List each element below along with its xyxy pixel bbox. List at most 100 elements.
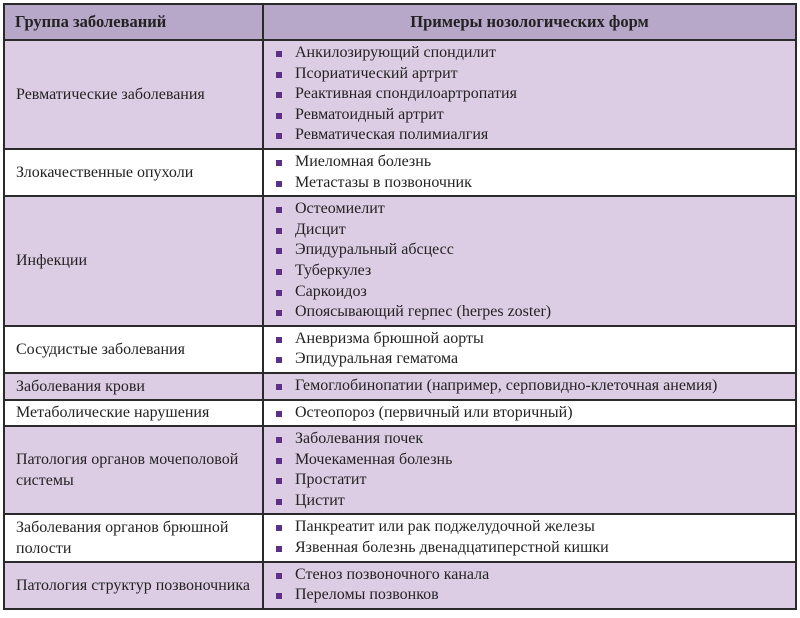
list-item: Реактивная спондилоартропатия bbox=[274, 84, 785, 105]
group-cell: Патология структур позвоночника bbox=[3, 560, 264, 610]
group-cell: Инфекции bbox=[3, 195, 264, 327]
table-row: Злокачественные опухоли Миеломная болезнь… bbox=[3, 147, 797, 198]
list-item: Переломы позвонков bbox=[274, 585, 785, 606]
square-bullet-icon bbox=[276, 180, 282, 187]
examples-list: Миеломная болезнь Метастазы в позвоночник bbox=[274, 150, 785, 195]
list-item: Саркоидоз bbox=[274, 282, 785, 303]
examples-cell: Гемоглобинопатии (например, серповидно-к… bbox=[262, 371, 797, 401]
table-row: Патология структур позвоночника Стеноз по… bbox=[3, 560, 797, 610]
group-cell: Патология органов мочеполовой системы bbox=[3, 425, 264, 516]
list-item: Ревматоидный артрит bbox=[274, 105, 785, 126]
square-bullet-icon bbox=[276, 227, 282, 234]
square-bullet-icon bbox=[276, 112, 282, 119]
table-row: Заболевания органов брюшной полости Панкр… bbox=[3, 513, 797, 563]
examples-list: Анкилозирующий спондилит Псориатический а… bbox=[274, 41, 785, 148]
table-row: Заболевания крови Гемоглобинопатии (напри… bbox=[3, 371, 797, 401]
table-row: Метаболические нарушения Остеопороз (перв… bbox=[3, 398, 797, 428]
examples-list: Аневризма брюшной аорты Эпидуральная гема… bbox=[274, 327, 785, 372]
list-item-text: Переломы позвонков bbox=[295, 586, 439, 604]
examples-cell: Остеомиелит Дисцит Эпидуральный абсцесс Туб… bbox=[262, 195, 797, 327]
list-item-text: Опоясывающий герпес (herpes zoster) bbox=[295, 303, 552, 321]
list-item: Стеноз позвоночного канала bbox=[274, 565, 785, 586]
list-item-text: Дисцит bbox=[295, 220, 346, 238]
square-bullet-icon bbox=[276, 437, 282, 444]
list-item: Цистит bbox=[274, 491, 785, 512]
list-item: Метастазы в позвоночник bbox=[274, 173, 785, 194]
square-bullet-icon bbox=[276, 572, 282, 579]
square-bullet-icon bbox=[276, 289, 282, 296]
square-bullet-icon bbox=[276, 336, 282, 343]
square-bullet-icon bbox=[276, 478, 282, 485]
list-item: Аневризма брюшной аорты bbox=[274, 329, 785, 350]
square-bullet-icon bbox=[276, 357, 282, 364]
list-item: Анкилозирующий спондилит bbox=[274, 43, 785, 64]
list-item-text: Остеопороз (первичный или вторичный) bbox=[295, 403, 573, 421]
examples-cell: Панкреатит или рак поджелудочной железы Я… bbox=[262, 513, 797, 563]
group-cell: Сосудистые заболевания bbox=[3, 324, 264, 374]
table-row: Ревматические заболевания Анкилозирующий … bbox=[3, 39, 797, 150]
list-item: Эпидуральная гематома bbox=[274, 349, 785, 370]
list-item: Ревматическая полимиалгия bbox=[274, 125, 785, 146]
square-bullet-icon bbox=[276, 457, 282, 464]
list-item: Мочекаменная болезнь bbox=[274, 450, 785, 471]
list-item: Остеомиелит bbox=[274, 199, 785, 220]
examples-list: Стеноз позвоночного канала Переломы позво… bbox=[274, 563, 785, 608]
list-item-text: Гемоглобинопатии (например, серповидно-к… bbox=[295, 376, 718, 394]
header-group: Группа заболеваний bbox=[3, 3, 264, 41]
list-item-text: Метастазы в позвоночник bbox=[295, 173, 472, 191]
list-item-text: Простатит bbox=[295, 471, 367, 489]
examples-cell: Анкилозирующий спондилит Псориатический а… bbox=[262, 39, 797, 150]
table-header: Группа заболеваний Примеры нозологически… bbox=[3, 3, 797, 41]
square-bullet-icon bbox=[276, 410, 282, 417]
list-item: Язвенная болезнь двенадцатиперстной кишк… bbox=[274, 538, 785, 559]
square-bullet-icon bbox=[276, 207, 282, 214]
examples-cell: Стеноз позвоночного канала Переломы позво… bbox=[262, 560, 797, 610]
list-item: Эпидуральный абсцесс bbox=[274, 240, 785, 261]
examples-cell: Заболевания почек Мочекаменная болезнь Про… bbox=[262, 425, 797, 516]
group-cell: Заболевания органов брюшной полости bbox=[3, 513, 264, 563]
square-bullet-icon bbox=[276, 525, 282, 532]
group-cell: Заболевания крови bbox=[3, 371, 264, 401]
list-item-text: Саркоидоз bbox=[295, 282, 367, 300]
examples-list: Заболевания почек Мочекаменная болезнь Про… bbox=[274, 427, 785, 513]
list-item: Гемоглобинопатии (например, серповидно-к… bbox=[274, 376, 785, 397]
examples-cell: Остеопороз (первичный или вторичный) bbox=[262, 398, 797, 428]
list-item: Туберкулез bbox=[274, 261, 785, 282]
list-item-text: Мочекаменная болезнь bbox=[295, 450, 453, 468]
examples-cell: Миеломная болезнь Метастазы в позвоночник bbox=[262, 147, 797, 198]
table-row: Сосудистые заболевания Аневризма брюшной … bbox=[3, 324, 797, 374]
square-bullet-icon bbox=[276, 248, 282, 255]
square-bullet-icon bbox=[276, 71, 282, 78]
list-item: Опоясывающий герпес (herpes zoster) bbox=[274, 302, 785, 323]
group-cell: Ревматические заболевания bbox=[3, 39, 264, 150]
list-item-text: Стеноз позвоночного канала bbox=[295, 565, 490, 583]
list-item-text: Анкилозирующий спондилит bbox=[295, 44, 496, 61]
list-item-text: Эпидуральный абсцесс bbox=[295, 241, 454, 259]
table-row: Патология органов мочеполовой системы Заб… bbox=[3, 425, 797, 516]
examples-list: Гемоглобинопатии (например, серповидно-к… bbox=[274, 374, 785, 399]
list-item-text: Цистит bbox=[295, 491, 345, 509]
list-item-text: Псориатический артрит bbox=[295, 64, 458, 82]
examples-cell: Аневризма брюшной аорты Эпидуральная гема… bbox=[262, 324, 797, 374]
square-bullet-icon bbox=[276, 159, 282, 166]
list-item-text: Ревматоидный артрит bbox=[295, 105, 444, 123]
square-bullet-icon bbox=[276, 310, 282, 317]
square-bullet-icon bbox=[276, 383, 282, 390]
square-bullet-icon bbox=[276, 268, 282, 275]
list-item-text: Остеомиелит bbox=[295, 200, 385, 218]
square-bullet-icon bbox=[276, 133, 282, 140]
square-bullet-icon bbox=[276, 498, 282, 505]
list-item-text: Панкреатит или рак поджелудочной железы bbox=[295, 518, 595, 536]
list-item: Остеопороз (первичный или вторичный) bbox=[274, 403, 785, 424]
list-item-text: Заболевания почек bbox=[295, 430, 424, 448]
list-item-text: Реактивная спондилоартропатия bbox=[295, 85, 517, 103]
square-bullet-icon bbox=[276, 593, 282, 600]
square-bullet-icon bbox=[276, 92, 282, 99]
header-examples: Примеры нозологических форм bbox=[262, 3, 797, 41]
square-bullet-icon bbox=[276, 546, 282, 553]
list-item-text: Аневризма брюшной аорты bbox=[295, 329, 484, 347]
list-item-text: Миеломная болезнь bbox=[295, 152, 432, 170]
group-cell: Злокачественные опухоли bbox=[3, 147, 264, 198]
disease-table: Группа заболеваний Примеры нозологически… bbox=[3, 3, 797, 610]
group-cell: Метаболические нарушения bbox=[3, 398, 264, 428]
